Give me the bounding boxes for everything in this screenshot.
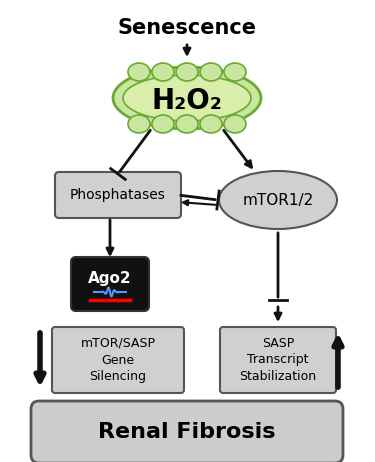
Ellipse shape (219, 171, 337, 229)
Text: H₂O₂: H₂O₂ (152, 87, 222, 115)
Ellipse shape (113, 67, 261, 129)
Text: Ago2: Ago2 (88, 270, 132, 286)
Ellipse shape (224, 63, 246, 81)
FancyBboxPatch shape (71, 257, 149, 311)
FancyBboxPatch shape (52, 327, 184, 393)
Text: Renal Fibrosis: Renal Fibrosis (98, 422, 276, 442)
Ellipse shape (200, 63, 222, 81)
FancyBboxPatch shape (31, 401, 343, 462)
Ellipse shape (152, 115, 174, 133)
FancyBboxPatch shape (55, 172, 181, 218)
Ellipse shape (123, 75, 251, 121)
Ellipse shape (224, 115, 246, 133)
Ellipse shape (152, 63, 174, 81)
Ellipse shape (176, 115, 198, 133)
Text: Phosphatases: Phosphatases (70, 188, 166, 202)
Ellipse shape (128, 63, 150, 81)
Text: Senescence: Senescence (117, 18, 256, 38)
Ellipse shape (128, 115, 150, 133)
Text: SASP
Transcript
Stabilization: SASP Transcript Stabilization (239, 337, 316, 383)
Text: mTOR/SASP
Gene
Silencing: mTOR/SASP Gene Silencing (81, 337, 156, 383)
Ellipse shape (176, 63, 198, 81)
Text: mTOR1/2: mTOR1/2 (242, 193, 314, 207)
FancyBboxPatch shape (220, 327, 336, 393)
Ellipse shape (200, 115, 222, 133)
